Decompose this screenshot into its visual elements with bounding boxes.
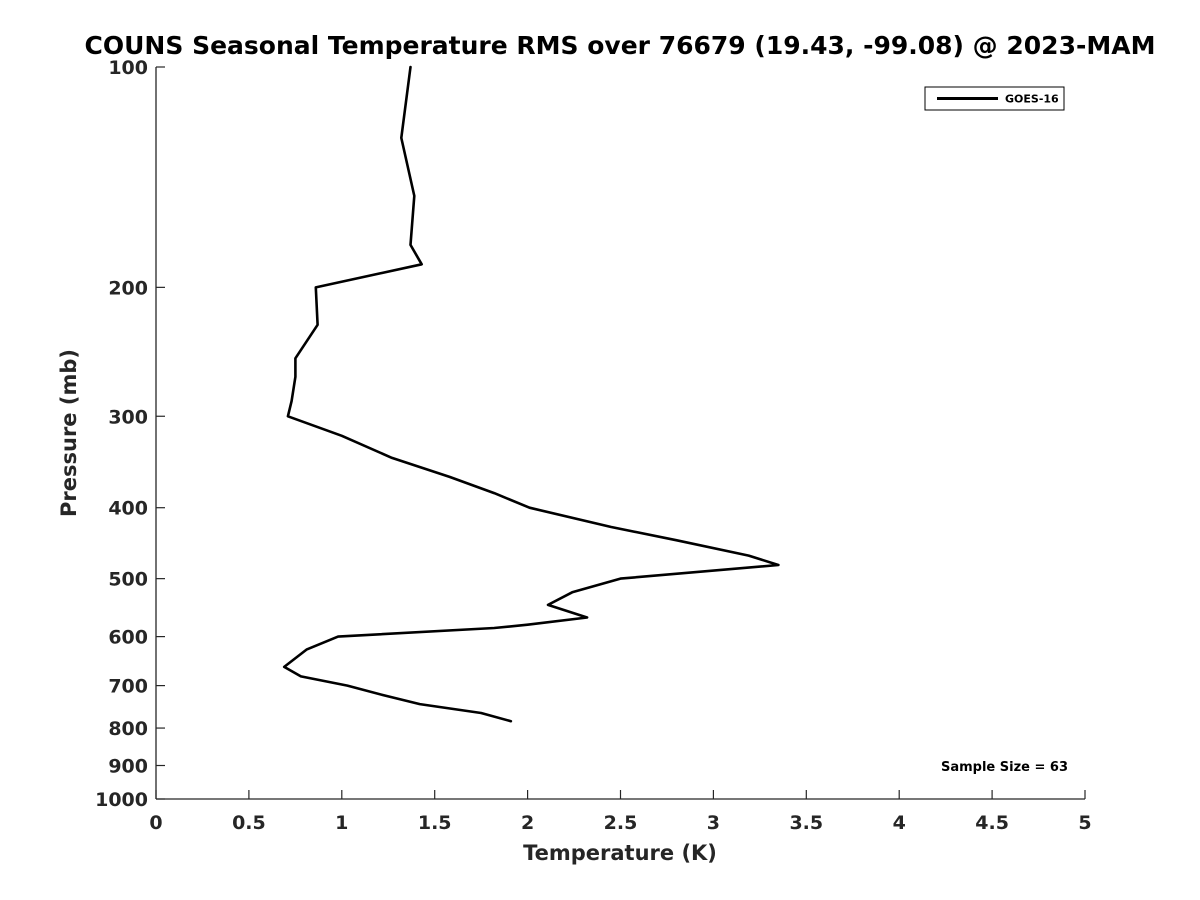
x-tick-label: 4	[893, 812, 906, 834]
legend-label: GOES-16	[1005, 93, 1059, 106]
x-tick-label: 2	[521, 812, 534, 834]
x-axis-ticks: 0 0.5 1 1.5 2 2.5 3 3.5 4 4.5 5	[149, 790, 1092, 834]
plot-area	[156, 67, 1085, 799]
x-tick-label: 1	[335, 812, 348, 834]
series-line	[282, 65, 780, 723]
x-tick-label: 3.5	[789, 812, 823, 834]
y-axis-label: Pressure (mb)	[57, 349, 81, 517]
y-tick-label: 500	[108, 569, 148, 591]
y-axis-ticks: 100 200 300 400 500 600 700 800 900 1000	[95, 57, 165, 811]
x-tick-label: 1.5	[418, 812, 452, 834]
x-tick-label: 4.5	[975, 812, 1009, 834]
y-tick-label: 800	[108, 718, 148, 740]
x-tick-label: 0	[149, 812, 162, 834]
y-tick-label: 1000	[95, 789, 148, 811]
x-tick-label: 5	[1078, 812, 1091, 834]
y-tick-label: 100	[108, 57, 148, 79]
legend: GOES-16	[924, 86, 1065, 111]
series-group	[282, 65, 780, 723]
x-axis-label: Temperature (K)	[523, 841, 717, 865]
y-tick-label: 700	[108, 676, 148, 698]
x-tick-label: 3	[707, 812, 720, 834]
y-tick-label: 600	[108, 627, 148, 649]
chart-title: COUNS Seasonal Temperature RMS over 7667…	[85, 31, 1156, 60]
y-tick-label: 200	[108, 277, 148, 299]
y-tick-label: 400	[108, 498, 148, 520]
x-tick-label: 0.5	[232, 812, 266, 834]
y-tick-label: 900	[108, 756, 148, 778]
y-tick-label: 300	[108, 406, 148, 428]
x-tick-label: 2.5	[604, 812, 638, 834]
sample-size-annotation: Sample Size = 63	[941, 760, 1068, 775]
